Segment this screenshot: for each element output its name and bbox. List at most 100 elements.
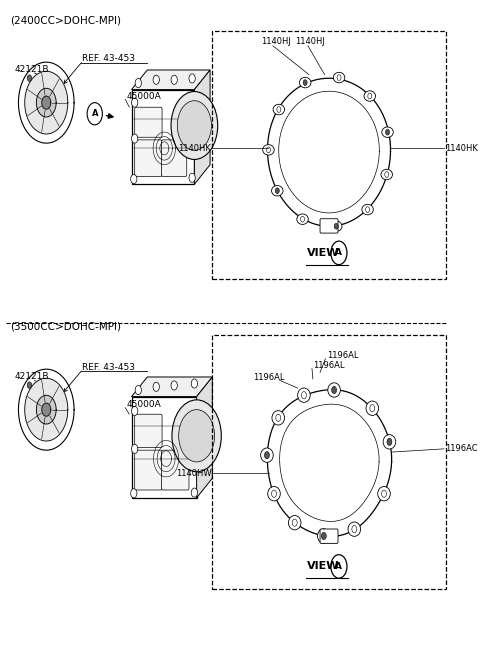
Circle shape — [27, 382, 32, 388]
Circle shape — [189, 74, 195, 83]
Ellipse shape — [261, 448, 273, 462]
Circle shape — [171, 381, 177, 390]
Polygon shape — [279, 91, 379, 213]
Ellipse shape — [300, 77, 311, 88]
Ellipse shape — [288, 516, 301, 530]
Text: VIEW: VIEW — [307, 562, 339, 571]
Polygon shape — [194, 70, 210, 184]
FancyBboxPatch shape — [135, 140, 162, 176]
Circle shape — [332, 386, 336, 394]
Polygon shape — [25, 72, 68, 134]
Circle shape — [331, 241, 347, 264]
Circle shape — [132, 98, 138, 107]
Ellipse shape — [381, 169, 393, 180]
Polygon shape — [42, 96, 51, 109]
Circle shape — [337, 75, 341, 81]
Ellipse shape — [383, 435, 396, 449]
Circle shape — [132, 134, 138, 143]
Circle shape — [382, 490, 386, 497]
Polygon shape — [267, 390, 392, 537]
Ellipse shape — [366, 401, 379, 415]
Circle shape — [135, 79, 142, 88]
FancyBboxPatch shape — [162, 140, 187, 176]
Text: VIEW: VIEW — [307, 248, 339, 258]
Polygon shape — [36, 396, 56, 424]
Circle shape — [177, 100, 211, 150]
FancyBboxPatch shape — [162, 450, 189, 490]
Text: (3500CC>DOHC-MPI): (3500CC>DOHC-MPI) — [11, 321, 121, 331]
Circle shape — [131, 174, 137, 184]
Circle shape — [191, 488, 197, 497]
Polygon shape — [18, 62, 74, 143]
Text: 1196AL: 1196AL — [253, 373, 284, 382]
Circle shape — [300, 216, 304, 222]
Polygon shape — [132, 377, 212, 397]
Circle shape — [272, 490, 276, 497]
Text: 1196AL: 1196AL — [313, 361, 345, 370]
Circle shape — [321, 533, 326, 540]
Polygon shape — [25, 379, 68, 441]
Circle shape — [264, 451, 269, 459]
Circle shape — [387, 438, 392, 445]
Circle shape — [352, 525, 357, 533]
Ellipse shape — [263, 144, 274, 155]
Text: 1196AL: 1196AL — [327, 351, 358, 360]
Text: 1140HK: 1140HK — [445, 144, 478, 153]
Circle shape — [276, 188, 279, 194]
Ellipse shape — [362, 204, 373, 215]
Polygon shape — [132, 397, 197, 498]
Text: A: A — [92, 110, 98, 118]
Polygon shape — [197, 377, 212, 498]
Text: (2400CC>DOHC-MPI): (2400CC>DOHC-MPI) — [11, 16, 121, 26]
Text: 45000A: 45000A — [126, 92, 161, 100]
Circle shape — [132, 406, 138, 415]
Text: 45000A: 45000A — [126, 400, 161, 409]
Circle shape — [385, 172, 389, 177]
Circle shape — [366, 207, 370, 213]
Polygon shape — [132, 90, 194, 184]
Ellipse shape — [317, 529, 330, 543]
Circle shape — [179, 409, 215, 462]
Ellipse shape — [298, 388, 310, 402]
Polygon shape — [42, 403, 51, 416]
Polygon shape — [267, 78, 391, 226]
Ellipse shape — [330, 221, 342, 232]
Circle shape — [334, 223, 338, 229]
Polygon shape — [36, 89, 56, 117]
Circle shape — [370, 405, 375, 412]
Text: A: A — [336, 562, 342, 571]
Polygon shape — [280, 404, 379, 522]
Circle shape — [276, 414, 281, 421]
Ellipse shape — [378, 487, 390, 501]
Ellipse shape — [382, 127, 393, 137]
Circle shape — [368, 93, 372, 99]
Circle shape — [132, 444, 138, 453]
Ellipse shape — [333, 72, 345, 83]
Circle shape — [303, 79, 307, 85]
Circle shape — [292, 519, 297, 526]
Circle shape — [171, 92, 218, 159]
Circle shape — [153, 75, 159, 85]
FancyBboxPatch shape — [135, 107, 162, 137]
Text: 1140HJ: 1140HJ — [261, 37, 291, 47]
Circle shape — [135, 386, 142, 395]
Circle shape — [331, 555, 347, 578]
FancyBboxPatch shape — [320, 529, 338, 543]
Ellipse shape — [268, 487, 280, 501]
Text: 1196AC: 1196AC — [445, 444, 478, 453]
Circle shape — [153, 382, 159, 392]
Circle shape — [189, 173, 195, 182]
Circle shape — [266, 147, 270, 153]
Text: 1140HW: 1140HW — [176, 468, 211, 478]
Circle shape — [171, 75, 177, 85]
Polygon shape — [18, 369, 74, 450]
Text: 1140HJ: 1140HJ — [295, 37, 325, 47]
Ellipse shape — [273, 104, 285, 115]
FancyBboxPatch shape — [135, 450, 162, 490]
Circle shape — [191, 379, 197, 388]
Circle shape — [172, 400, 221, 472]
Circle shape — [277, 107, 281, 112]
Text: REF. 43-453: REF. 43-453 — [82, 363, 135, 372]
Circle shape — [27, 75, 32, 81]
Polygon shape — [132, 70, 210, 90]
